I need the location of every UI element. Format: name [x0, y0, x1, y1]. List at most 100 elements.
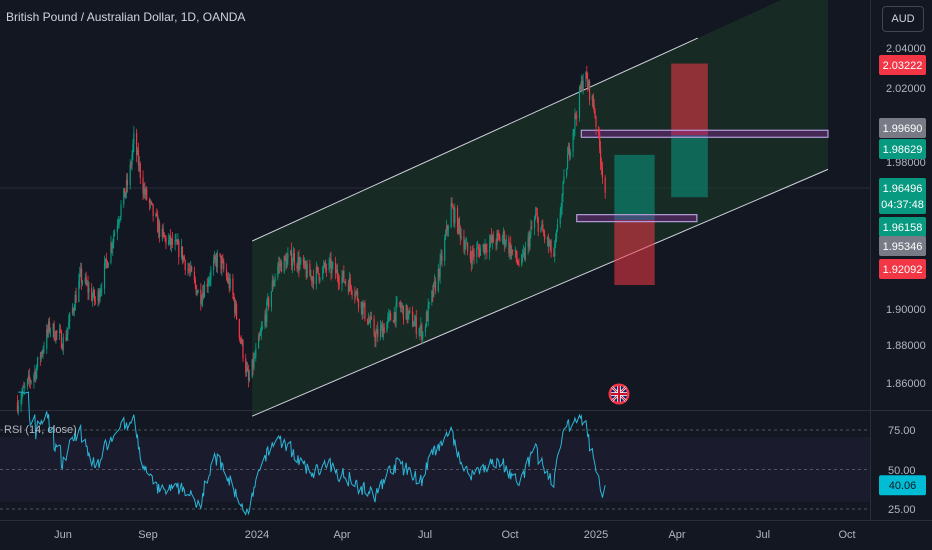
- candle-body: [132, 144, 134, 155]
- price-tag[interactable]: [879, 55, 926, 75]
- price-tag[interactable]: [879, 178, 926, 198]
- candle-body: [334, 262, 337, 274]
- candle-body: [17, 405, 19, 412]
- candle-body: [567, 146, 570, 155]
- candle-body: [409, 310, 411, 312]
- candle-body: [478, 249, 481, 256]
- currency-button[interactable]: AUD: [882, 6, 924, 32]
- price-tag-label: 1.92092: [883, 264, 923, 276]
- candle-body: [535, 213, 537, 215]
- rsi-value-tag[interactable]: [879, 475, 926, 496]
- candle-body: [451, 203, 453, 207]
- price-tag[interactable]: [879, 139, 926, 159]
- time-tick-label: Oct: [501, 529, 518, 541]
- candle-body: [24, 386, 26, 388]
- candle-body: [541, 224, 543, 228]
- candle-body: [187, 268, 189, 271]
- candle-body: [59, 330, 61, 333]
- candle-body: [97, 290, 99, 301]
- channel-lower-line[interactable]: [251, 168, 829, 417]
- candle-body: [322, 267, 324, 279]
- channel-upper-line[interactable]: [251, 37, 698, 242]
- time-axis[interactable]: Jun Sep 2024 Apr Jul Oct 2025 Apr Jul Oct: [0, 520, 932, 542]
- candle-body: [195, 285, 197, 295]
- candle-body: [74, 294, 76, 311]
- candle-body: [143, 188, 145, 194]
- candle-body: [406, 305, 408, 321]
- candle-body: [290, 250, 293, 267]
- candle-body: [591, 95, 593, 101]
- rsi-indicator-label[interactable]: RSI (14, close): [4, 424, 77, 436]
- candle-body: [216, 253, 218, 267]
- candle-body: [505, 238, 507, 245]
- candle-body: [587, 78, 589, 88]
- long-position-target[interactable]: [614, 154, 655, 221]
- candle-body: [99, 293, 101, 301]
- candle-body: [485, 244, 487, 251]
- candle-body: [202, 292, 205, 298]
- candle-body: [259, 333, 262, 336]
- candle-body: [457, 218, 460, 233]
- candle-body: [523, 251, 526, 259]
- price-axis[interactable]: 2.04000 2.02000 1.98000 1.90000 1.88000 1.860…: [879, 43, 926, 516]
- rsi-line[interactable]: [18, 391, 606, 516]
- candle-body: [377, 329, 379, 338]
- horizontal-zone-1[interactable]: [580, 129, 829, 138]
- candle-body: [190, 266, 192, 271]
- candle-body: [563, 175, 565, 183]
- price-tag[interactable]: [879, 259, 926, 279]
- time-tick-label: Oct: [838, 529, 855, 541]
- candle-body: [504, 244, 506, 246]
- candle-body: [246, 367, 248, 373]
- uk-flag-event-icon[interactable]: [608, 383, 630, 405]
- candle-body: [566, 154, 569, 170]
- candle-body: [355, 291, 357, 297]
- candle-body: [486, 250, 488, 253]
- candle-body: [66, 333, 68, 340]
- candle-body: [427, 304, 429, 322]
- candle-body: [356, 291, 358, 292]
- candle-body: [194, 279, 196, 286]
- candle-body: [368, 320, 371, 323]
- candle-body: [118, 220, 120, 224]
- candle-body: [59, 330, 62, 332]
- short-position-stop[interactable]: [671, 63, 708, 136]
- candle-body: [447, 227, 449, 230]
- candle-body: [266, 300, 268, 322]
- price-tag-label: 04:37:48: [881, 199, 924, 211]
- candle-body: [261, 325, 263, 329]
- price-tag-label: 1.98629: [883, 144, 923, 156]
- candle-body: [106, 261, 108, 268]
- candle-body: [547, 237, 549, 246]
- candle-body: [400, 304, 402, 309]
- candle-body: [196, 292, 198, 295]
- candle-body: [412, 325, 415, 327]
- price-tag[interactable]: [879, 217, 926, 237]
- candle-body: [252, 359, 254, 369]
- candle-body: [343, 270, 345, 282]
- rsi-tick-label: 25.00: [888, 504, 916, 516]
- short-position-target[interactable]: [671, 135, 708, 198]
- candle-body: [296, 264, 298, 269]
- candle-body: [36, 367, 38, 379]
- price-tag-label: 1.95346: [883, 241, 923, 253]
- candle-body: [593, 105, 595, 112]
- candle-body: [178, 240, 180, 258]
- rsi-value-label: 40.06: [889, 480, 917, 492]
- price-tag[interactable]: [879, 236, 926, 256]
- price-tag[interactable]: [879, 194, 926, 214]
- candle-body: [517, 261, 519, 265]
- long-position-stop[interactable]: [614, 220, 655, 286]
- horizontal-zone-2[interactable]: [576, 214, 698, 223]
- price-tag[interactable]: [879, 118, 926, 138]
- candle-body: [401, 307, 403, 309]
- candle-body: [177, 240, 179, 245]
- candle-body: [180, 246, 183, 258]
- candle-body: [257, 335, 260, 349]
- candle-body: [362, 305, 364, 315]
- candle-body: [100, 289, 102, 294]
- candle-body: [344, 281, 346, 283]
- candle-body: [201, 300, 203, 304]
- candle-body: [421, 324, 423, 340]
